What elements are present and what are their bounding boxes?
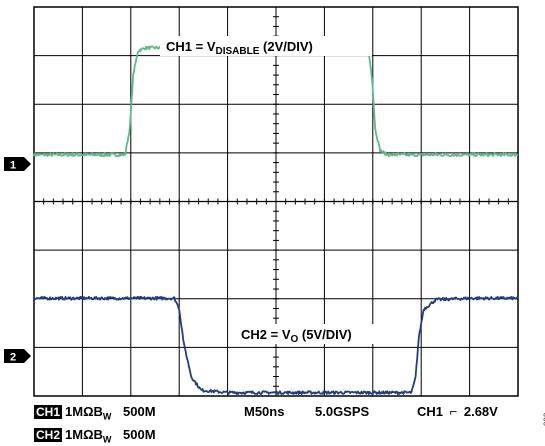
ch2-coupling: 1MΩ bbox=[65, 427, 94, 442]
trigger-readout: CH1 ⌐ 2.68V bbox=[417, 404, 498, 419]
sample-rate: 5.0GSPS bbox=[315, 404, 370, 419]
ch2-bandwidth: 500M bbox=[123, 427, 156, 442]
ch1-annotation: CH1 = VDISABLE (2V/DIV) bbox=[166, 39, 313, 57]
figure-code: 006 bbox=[541, 412, 545, 426]
timebase: M50ns bbox=[244, 404, 285, 419]
ch1-coupling: 1MΩ bbox=[65, 404, 94, 419]
ch2-trace bbox=[33, 295, 519, 396]
ch2-settings: CH2 1MΩBW bbox=[34, 427, 112, 445]
ch1-bandwidth: 500M bbox=[123, 404, 156, 419]
ch1-settings: CH1 1MΩBW bbox=[34, 404, 112, 422]
svg-text:2: 2 bbox=[10, 352, 16, 364]
ch2-ground-marker: 2 bbox=[4, 349, 31, 364]
ch1-ground-marker: 1 bbox=[4, 157, 31, 172]
svg-text:1: 1 bbox=[10, 160, 16, 172]
ch2-annotation: CH2 = VO (5V/DIV) bbox=[241, 327, 352, 345]
ch1-tag: CH1 bbox=[34, 405, 63, 419]
ch2-tag: CH2 bbox=[34, 428, 63, 442]
rising-edge-icon: ⌐ bbox=[449, 404, 458, 419]
